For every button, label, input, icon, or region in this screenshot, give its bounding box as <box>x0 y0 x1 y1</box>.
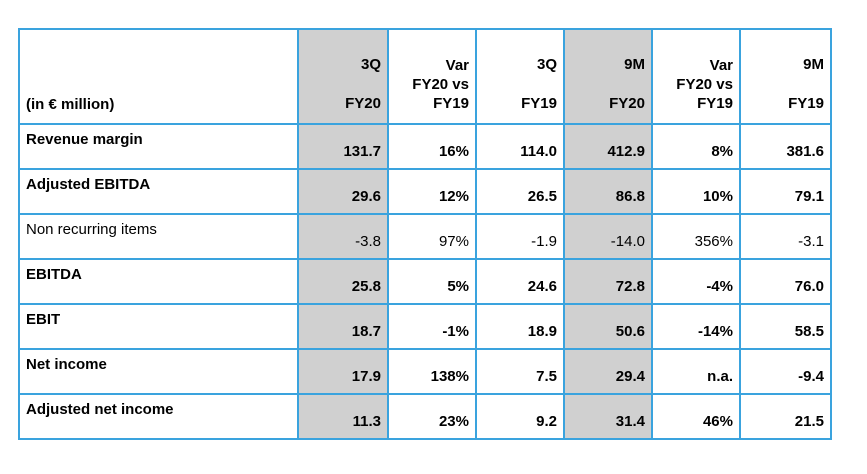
table-cell: 131.7 <box>297 123 389 170</box>
table-row-revenue-margin: Revenue margin 131.7 16% 114.0 412.9 8% … <box>18 123 832 170</box>
table-cell: 138% <box>387 348 477 395</box>
row-label: EBITDA <box>18 258 299 305</box>
table-cell: 114.0 <box>475 123 565 170</box>
header-row: (in € million) 3Q FY20 Var FY20 vs FY19 … <box>18 28 832 125</box>
table-cell: 31.4 <box>563 393 653 440</box>
table-cell: 5% <box>387 258 477 305</box>
table-cell: 24.6 <box>475 258 565 305</box>
table-cell: -1.9 <box>475 213 565 260</box>
table-row-non-recurring-items: Non recurring items -3.8 97% -1.9 -14.0 … <box>18 213 832 260</box>
table-cell: 79.1 <box>739 168 832 215</box>
table-cell: 76.0 <box>739 258 832 305</box>
table-cell: 8% <box>651 123 741 170</box>
table-row-ebitda: EBITDA 25.8 5% 24.6 72.8 -4% 76.0 <box>18 258 832 305</box>
table-cell: 29.6 <box>297 168 389 215</box>
table-cell: 18.9 <box>475 303 565 350</box>
row-label: Revenue margin <box>18 123 299 170</box>
table-cell: 356% <box>651 213 741 260</box>
table-cell: 412.9 <box>563 123 653 170</box>
table-cell: 21.5 <box>739 393 832 440</box>
row-label: EBIT <box>18 303 299 350</box>
table-cell: 72.8 <box>563 258 653 305</box>
table-row-adjusted-net-income: Adjusted net income 11.3 23% 9.2 31.4 46… <box>18 393 832 440</box>
table-cell: 10% <box>651 168 741 215</box>
table-cell: 86.8 <box>563 168 653 215</box>
table-cell: -3.1 <box>739 213 832 260</box>
table-cell: 17.9 <box>297 348 389 395</box>
table-cell: 18.7 <box>297 303 389 350</box>
row-label: Adjusted EBITDA <box>18 168 299 215</box>
table-cell: 7.5 <box>475 348 565 395</box>
row-label: Non recurring items <box>18 213 299 260</box>
table-cell: 58.5 <box>739 303 832 350</box>
table-row-net-income: Net income 17.9 138% 7.5 29.4 n.a. -9.4 <box>18 348 832 395</box>
table-cell: -4% <box>651 258 741 305</box>
table-row-ebit: EBIT 18.7 -1% 18.9 50.6 -14% 58.5 <box>18 303 832 350</box>
table-cell: 50.6 <box>563 303 653 350</box>
table-cell: 23% <box>387 393 477 440</box>
row-label: Net income <box>18 348 299 395</box>
table-cell: -1% <box>387 303 477 350</box>
column-header-9m-fy20: 9M FY20 <box>563 28 653 125</box>
table-cell: 9.2 <box>475 393 565 440</box>
table-cell: 46% <box>651 393 741 440</box>
table-cell: 29.4 <box>563 348 653 395</box>
column-header-3q-fy19: 3Q FY19 <box>475 28 565 125</box>
table-cell: 97% <box>387 213 477 260</box>
table-cell: n.a. <box>651 348 741 395</box>
table-cell: 11.3 <box>297 393 389 440</box>
column-header-var-9m: Var FY20 vs FY19 <box>651 28 741 125</box>
financial-table: (in € million) 3Q FY20 Var FY20 vs FY19 … <box>18 28 832 440</box>
column-header-var-3q: Var FY20 vs FY19 <box>387 28 477 125</box>
table-cell: 26.5 <box>475 168 565 215</box>
table-cell: 25.8 <box>297 258 389 305</box>
row-label: Adjusted net income <box>18 393 299 440</box>
unit-label: (in € million) <box>18 28 299 125</box>
column-header-9m-fy19: 9M FY19 <box>739 28 832 125</box>
column-header-3q-fy20: 3Q FY20 <box>297 28 389 125</box>
table-cell: -14.0 <box>563 213 653 260</box>
table-row-adjusted-ebitda: Adjusted EBITDA 29.6 12% 26.5 86.8 10% 7… <box>18 168 832 215</box>
table-cell: -3.8 <box>297 213 389 260</box>
table-cell: 381.6 <box>739 123 832 170</box>
table-cell: 16% <box>387 123 477 170</box>
table-cell: -9.4 <box>739 348 832 395</box>
table-cell: 12% <box>387 168 477 215</box>
table-cell: -14% <box>651 303 741 350</box>
